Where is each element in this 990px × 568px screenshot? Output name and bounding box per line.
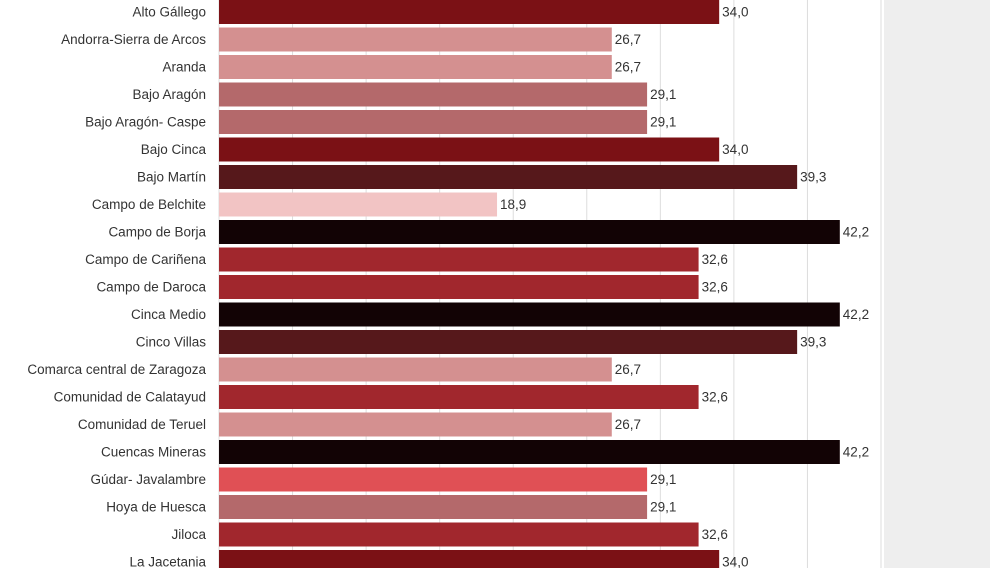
value-label: 29,1	[650, 115, 676, 130]
bar	[219, 27, 612, 52]
bar	[219, 137, 720, 162]
category-label: Bajo Cinca	[141, 142, 207, 157]
bar	[219, 165, 798, 189]
category-label: Comarca central de Zaragoza	[27, 362, 206, 377]
category-label: Cuencas Mineras	[101, 445, 206, 460]
category-label: Comunidad de Teruel	[78, 417, 206, 432]
bar	[219, 247, 699, 272]
bar	[219, 385, 699, 409]
bar	[219, 82, 648, 107]
bar	[219, 550, 720, 568]
bar	[219, 467, 648, 492]
value-label: 29,1	[650, 87, 676, 102]
value-label: 26,7	[615, 362, 641, 377]
bar	[219, 412, 612, 437]
category-label: Andorra-Sierra de Arcos	[61, 32, 206, 47]
bar	[219, 522, 699, 547]
value-label: 42,2	[843, 225, 869, 240]
value-label: 34,0	[722, 555, 748, 568]
value-label: 26,7	[615, 417, 641, 432]
value-label: 32,6	[702, 280, 728, 295]
bar	[219, 275, 699, 299]
side-panel	[884, 0, 990, 568]
value-label: 18,9	[500, 197, 526, 212]
category-label: Bajo Martín	[137, 170, 206, 185]
category-label: Aranda	[162, 60, 206, 75]
value-label: 42,2	[843, 445, 869, 460]
category-label: Alto Gállego	[132, 5, 206, 20]
bar	[219, 440, 840, 464]
bar	[219, 302, 840, 327]
category-label: Campo de Borja	[108, 225, 206, 240]
bar	[219, 0, 720, 24]
category-label: Gúdar- Javalambre	[90, 472, 206, 487]
value-label: 32,6	[702, 527, 728, 542]
value-label: 42,2	[843, 307, 869, 322]
category-label: Bajo Aragón- Caspe	[85, 115, 206, 130]
value-label: 32,6	[702, 252, 728, 267]
category-label: Cinca Medio	[131, 307, 206, 322]
category-label: Campo de Daroca	[96, 280, 206, 295]
bar	[219, 357, 612, 382]
value-label: 39,3	[800, 335, 826, 350]
category-label: Comunidad de Calatayud	[54, 390, 206, 405]
category-label: Jiloca	[171, 527, 206, 542]
value-label: 34,0	[722, 5, 748, 20]
value-label: 39,3	[800, 170, 826, 185]
bar	[219, 110, 648, 134]
category-label: Hoya de Huesca	[106, 500, 206, 515]
bar	[219, 495, 648, 519]
value-label: 29,1	[650, 472, 676, 487]
value-label: 32,6	[702, 390, 728, 405]
bar	[219, 55, 612, 79]
value-label: 26,7	[615, 32, 641, 47]
category-label: Bajo Aragón	[132, 87, 206, 102]
bar	[219, 330, 798, 354]
category-label: La Jacetania	[129, 555, 206, 568]
value-label: 29,1	[650, 500, 676, 515]
category-label: Cinco Villas	[136, 335, 207, 350]
category-label: Campo de Cariñena	[85, 252, 206, 267]
value-label: 26,7	[615, 60, 641, 75]
value-label: 34,0	[722, 142, 748, 157]
category-label: Campo de Belchite	[92, 197, 206, 212]
bar	[219, 220, 840, 244]
bar	[219, 192, 498, 217]
